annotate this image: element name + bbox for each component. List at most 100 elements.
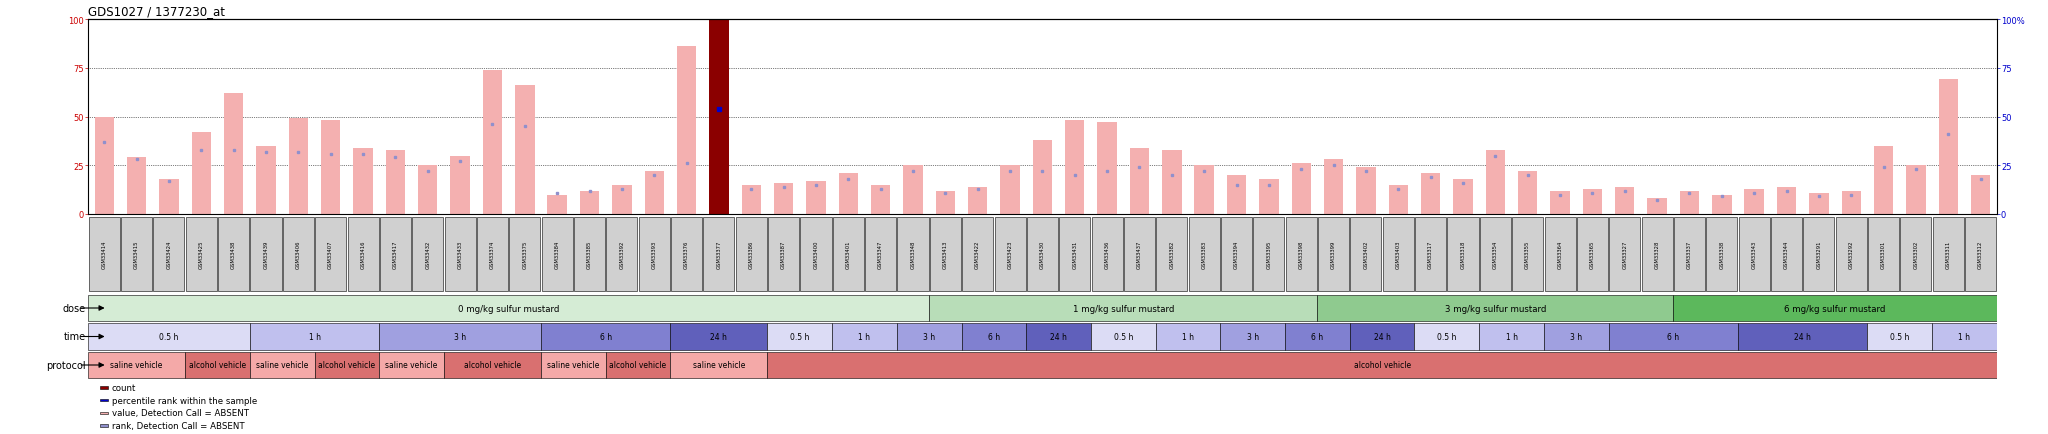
Bar	[348, 218, 379, 291]
Text: 3 h: 3 h	[455, 332, 467, 341]
Text: GSM33291: GSM33291	[1817, 240, 1821, 269]
Text: saline vehicle: saline vehicle	[385, 361, 438, 370]
Bar	[250, 352, 315, 378]
Text: 24 h: 24 h	[1051, 332, 1067, 341]
Text: 1 h: 1 h	[1182, 332, 1194, 341]
Bar	[1098, 123, 1116, 214]
Text: GSM33436: GSM33436	[1104, 240, 1110, 269]
Bar	[1157, 218, 1188, 291]
Bar	[930, 296, 1317, 321]
Bar	[354, 148, 373, 214]
Bar	[1317, 296, 1673, 321]
Bar	[444, 352, 541, 378]
Bar	[838, 174, 858, 214]
Bar	[100, 424, 109, 427]
Bar	[606, 352, 670, 378]
Text: 1 mg/kg sulfur mustard: 1 mg/kg sulfur mustard	[1073, 304, 1174, 313]
Bar	[250, 218, 281, 291]
Bar	[1155, 323, 1221, 350]
Bar	[1448, 218, 1479, 291]
Text: 1 h: 1 h	[858, 332, 870, 341]
Bar	[100, 399, 109, 401]
Bar	[1130, 148, 1149, 214]
Bar	[645, 172, 664, 214]
Bar	[186, 218, 217, 291]
Bar	[250, 323, 379, 350]
Bar	[88, 218, 119, 291]
Bar	[379, 218, 412, 291]
Bar	[1421, 174, 1440, 214]
Text: GSM33401: GSM33401	[846, 240, 850, 269]
Text: GSM33437: GSM33437	[1137, 240, 1143, 269]
Bar	[256, 146, 276, 214]
Bar	[1415, 218, 1446, 291]
Text: GSM33425: GSM33425	[199, 240, 205, 269]
Bar	[768, 352, 1997, 378]
Bar	[1931, 323, 1997, 350]
Text: alcohol vehicle: alcohol vehicle	[1354, 361, 1411, 370]
Text: 3 h: 3 h	[1571, 332, 1583, 341]
Bar	[897, 218, 928, 291]
Bar	[1026, 323, 1092, 350]
Text: 0.5 h: 0.5 h	[160, 332, 178, 341]
Bar	[289, 119, 307, 214]
Bar	[1647, 199, 1667, 214]
Text: GSM33406: GSM33406	[295, 240, 301, 269]
Text: GSM33311: GSM33311	[1946, 240, 1952, 269]
Text: GSM33386: GSM33386	[750, 240, 754, 269]
Text: GSM33413: GSM33413	[942, 240, 948, 269]
Bar	[154, 218, 184, 291]
Text: GSM33422: GSM33422	[975, 240, 981, 269]
Text: 6 h: 6 h	[1311, 332, 1323, 341]
Bar	[1518, 172, 1538, 214]
Bar	[1874, 146, 1892, 214]
Text: GSM33328: GSM33328	[1655, 240, 1659, 269]
Text: GSM33402: GSM33402	[1364, 240, 1368, 269]
Bar	[412, 218, 442, 291]
Bar	[670, 352, 768, 378]
Bar	[1188, 218, 1221, 291]
Text: GSM33354: GSM33354	[1493, 240, 1497, 269]
Bar	[1835, 218, 1866, 291]
Bar	[1194, 166, 1214, 214]
Bar	[709, 20, 729, 214]
Bar	[768, 218, 799, 291]
Bar	[193, 133, 211, 214]
Bar	[1221, 218, 1251, 291]
Bar	[1544, 218, 1575, 291]
Bar	[541, 352, 606, 378]
Text: GSM33337: GSM33337	[1688, 240, 1692, 269]
Bar	[1319, 218, 1350, 291]
Bar	[1260, 180, 1278, 214]
Bar	[1124, 218, 1155, 291]
Text: 0.5 h: 0.5 h	[791, 332, 809, 341]
Text: GSM33365: GSM33365	[1589, 240, 1595, 269]
Text: GSM33399: GSM33399	[1331, 240, 1335, 269]
Text: 1 h: 1 h	[1958, 332, 1970, 341]
Text: protocol: protocol	[47, 360, 86, 370]
Bar	[1907, 166, 1925, 214]
Bar	[573, 218, 604, 291]
Bar	[547, 195, 567, 214]
Bar	[1485, 150, 1505, 214]
Bar	[612, 185, 631, 214]
Bar	[1804, 218, 1835, 291]
Bar	[670, 323, 768, 350]
Text: GSM33414: GSM33414	[102, 240, 106, 269]
Bar	[639, 218, 670, 291]
Text: 1 h: 1 h	[309, 332, 322, 341]
Bar	[1092, 218, 1122, 291]
Bar	[1544, 323, 1608, 350]
Bar	[1415, 323, 1479, 350]
Bar	[1583, 189, 1602, 214]
Bar	[1706, 218, 1737, 291]
Text: saline vehicle: saline vehicle	[111, 361, 162, 370]
Text: 3 h: 3 h	[1247, 332, 1260, 341]
Text: alcohol vehicle: alcohol vehicle	[465, 361, 520, 370]
Text: saline vehicle: saline vehicle	[692, 361, 745, 370]
Bar	[580, 191, 600, 214]
Text: GSM33430: GSM33430	[1040, 240, 1044, 269]
Bar	[870, 185, 891, 214]
Bar	[418, 166, 438, 214]
Bar	[897, 323, 963, 350]
